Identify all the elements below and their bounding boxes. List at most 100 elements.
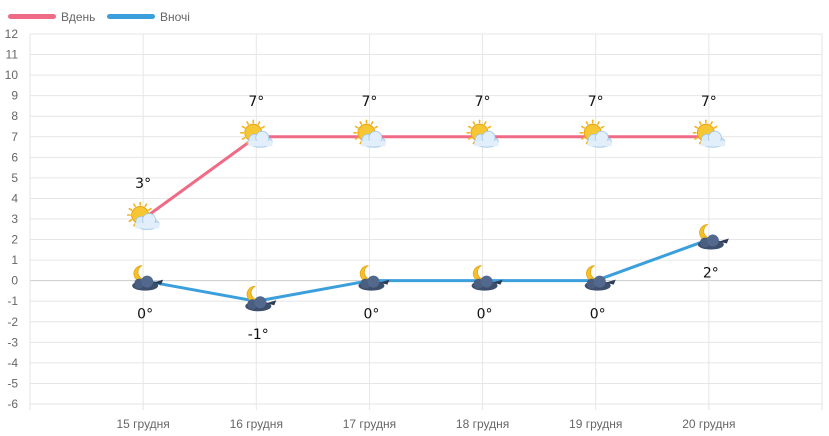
dark-cloud-shape xyxy=(379,279,390,285)
sun-cloud-icon xyxy=(126,201,160,230)
sun-ray xyxy=(596,121,600,125)
sun-ray xyxy=(694,136,698,140)
moon-cloud-icon xyxy=(358,265,390,291)
sun-ray xyxy=(581,125,585,129)
sun-ray xyxy=(698,121,702,125)
sun-ray xyxy=(241,125,246,129)
moon-cloud-icon xyxy=(697,224,729,250)
legend-item-night[interactable]: Вночі xyxy=(107,10,190,24)
y-tick-label: 10 xyxy=(5,68,19,82)
sun-cloud-icon xyxy=(239,119,273,148)
legend-item-day[interactable]: Вдень xyxy=(8,10,95,24)
legend-swatch-day xyxy=(8,14,56,19)
dark-cloud-shape xyxy=(254,296,267,309)
y-tick-label: -5 xyxy=(7,376,18,390)
series-layer: 3° 7° 7° 7° 7° 7° 0° -1° 0° 0° 0° 2° xyxy=(126,94,729,343)
y-tick-label: 12 xyxy=(5,27,19,41)
moon-cloud-icon xyxy=(471,265,503,291)
y-tick-label: -6 xyxy=(7,397,18,411)
sun-ray xyxy=(710,121,713,125)
cloud-shape xyxy=(700,140,725,147)
sun-ray xyxy=(246,121,250,125)
moon-cloud-icon xyxy=(132,265,164,291)
data-label: 3° xyxy=(135,176,151,192)
dark-cloud-shape xyxy=(706,234,719,247)
y-tick-label: -4 xyxy=(7,356,18,370)
sun-ray xyxy=(261,125,265,129)
sun-ray xyxy=(585,121,589,125)
sun-ray xyxy=(370,121,374,125)
x-tick-label: 20 грудня xyxy=(682,417,735,431)
y-tick-label: 3 xyxy=(11,212,18,226)
dark-cloud-shape xyxy=(153,279,164,285)
cloud-shape xyxy=(248,140,273,147)
y-tick-label: 0 xyxy=(11,274,18,288)
sun-ray xyxy=(581,136,585,140)
x-tick-label: 15 грудня xyxy=(116,417,169,431)
x-tick-label: 16 грудня xyxy=(230,417,283,431)
sun-ray xyxy=(354,125,359,129)
sun-cloud-icon xyxy=(692,119,726,148)
y-tick-label: 4 xyxy=(11,191,18,205)
dark-cloud-shape xyxy=(593,275,606,288)
legend-swatch-night xyxy=(107,14,155,19)
data-label: 7° xyxy=(475,94,491,110)
y-tick-label: 9 xyxy=(11,89,18,103)
sun-ray xyxy=(133,203,136,208)
data-label: -1° xyxy=(248,327,269,343)
cloud-shape xyxy=(587,140,612,147)
x-axis: 15 грудня 16 грудня 17 грудня 18 грудня 19 г… xyxy=(116,417,735,431)
sun-ray xyxy=(128,219,133,223)
data-label: 0° xyxy=(590,307,606,323)
dark-cloud-shape xyxy=(492,279,503,285)
x-tick-label: 19 грудня xyxy=(569,417,622,431)
sun-ray xyxy=(483,121,487,125)
dark-cloud-shape xyxy=(605,279,616,285)
x-tick-label: 18 грудня xyxy=(456,417,509,431)
sun-ray xyxy=(128,207,133,211)
data-label: 7° xyxy=(361,94,377,110)
sun-ray xyxy=(472,121,476,125)
data-label: 0° xyxy=(363,307,379,323)
sun-cloud-icon xyxy=(353,119,386,148)
legend-label-day: Вдень xyxy=(61,10,95,24)
sun-ray xyxy=(467,125,472,129)
sun-ray xyxy=(359,121,363,125)
moon-cloud-icon xyxy=(245,285,277,312)
sun-ray xyxy=(713,125,718,129)
dark-cloud-shape xyxy=(141,275,154,288)
legend: Вдень Вночі xyxy=(8,10,190,24)
sun-ray xyxy=(600,125,605,129)
data-label: 2° xyxy=(703,266,719,282)
data-label: 7° xyxy=(701,94,717,110)
cloud-shape xyxy=(135,223,160,229)
cloud-shape xyxy=(474,140,499,147)
data-label: 0° xyxy=(137,307,153,323)
sun-ray xyxy=(694,125,698,129)
y-tick-label: -3 xyxy=(7,335,18,349)
data-label: 0° xyxy=(477,307,493,323)
y-tick-label: -1 xyxy=(7,294,18,308)
moon-cloud-icon xyxy=(584,265,616,291)
y-tick-label: 11 xyxy=(6,48,19,62)
y-tick-label: 7 xyxy=(11,130,18,144)
y-tick-label: -2 xyxy=(7,315,18,329)
sun-cloud-icon xyxy=(466,119,499,148)
series-line xyxy=(142,238,710,303)
sun-cloud-icon xyxy=(579,119,613,148)
legend-label-night: Вночі xyxy=(160,10,190,24)
dark-cloud-shape xyxy=(480,275,493,288)
sun-ray xyxy=(257,121,261,125)
sun-ray xyxy=(354,136,359,140)
sun-ray xyxy=(487,125,492,129)
sun-ray xyxy=(241,136,246,140)
sun-ray xyxy=(467,136,472,140)
sun-ray xyxy=(374,125,379,129)
y-tick-label: 5 xyxy=(11,171,18,185)
sun-ray xyxy=(148,207,152,211)
y-tick-label: 1 xyxy=(11,253,18,267)
dark-cloud-shape xyxy=(266,300,277,306)
data-label: 7° xyxy=(248,94,264,110)
